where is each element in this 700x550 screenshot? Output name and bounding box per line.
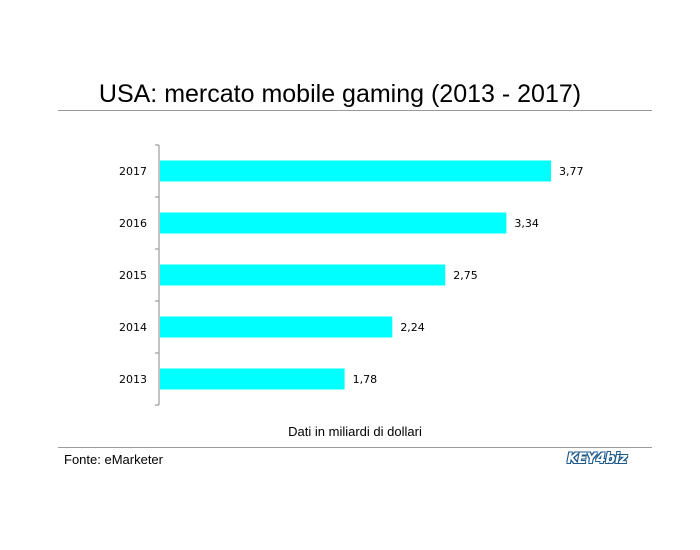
tick-label-2015: 2015 [119,269,147,282]
value-label-2017: 3,77 [559,165,584,178]
value-label-2015: 2,75 [453,269,478,282]
source-text: Fonte: eMarketer [64,452,163,467]
tick-label-2013: 2013 [119,373,147,386]
value-label-2016: 3,34 [514,217,539,230]
logo-text: KEY4biz [567,451,627,467]
tick-label-2014: 2014 [119,321,147,334]
bar-2013 [160,368,345,390]
top-divider [58,110,652,111]
key4biz-logo: KEY4biz [567,449,641,471]
bottom-divider [58,447,652,448]
tick-label-2017: 2017 [119,165,147,178]
value-label-2014: 2,24 [400,321,425,334]
bar-2016 [160,212,507,234]
chart-title: USA: mercato mobile gaming (2013 - 2017) [98,80,582,108]
bar-2014 [160,316,393,338]
bar-2017 [160,160,551,182]
value-label-2013: 1,78 [353,373,378,386]
tick-label-2016: 2016 [119,217,147,230]
bar-2015 [160,264,446,286]
unit-note: Dati in miliardi di dollari [288,424,422,439]
